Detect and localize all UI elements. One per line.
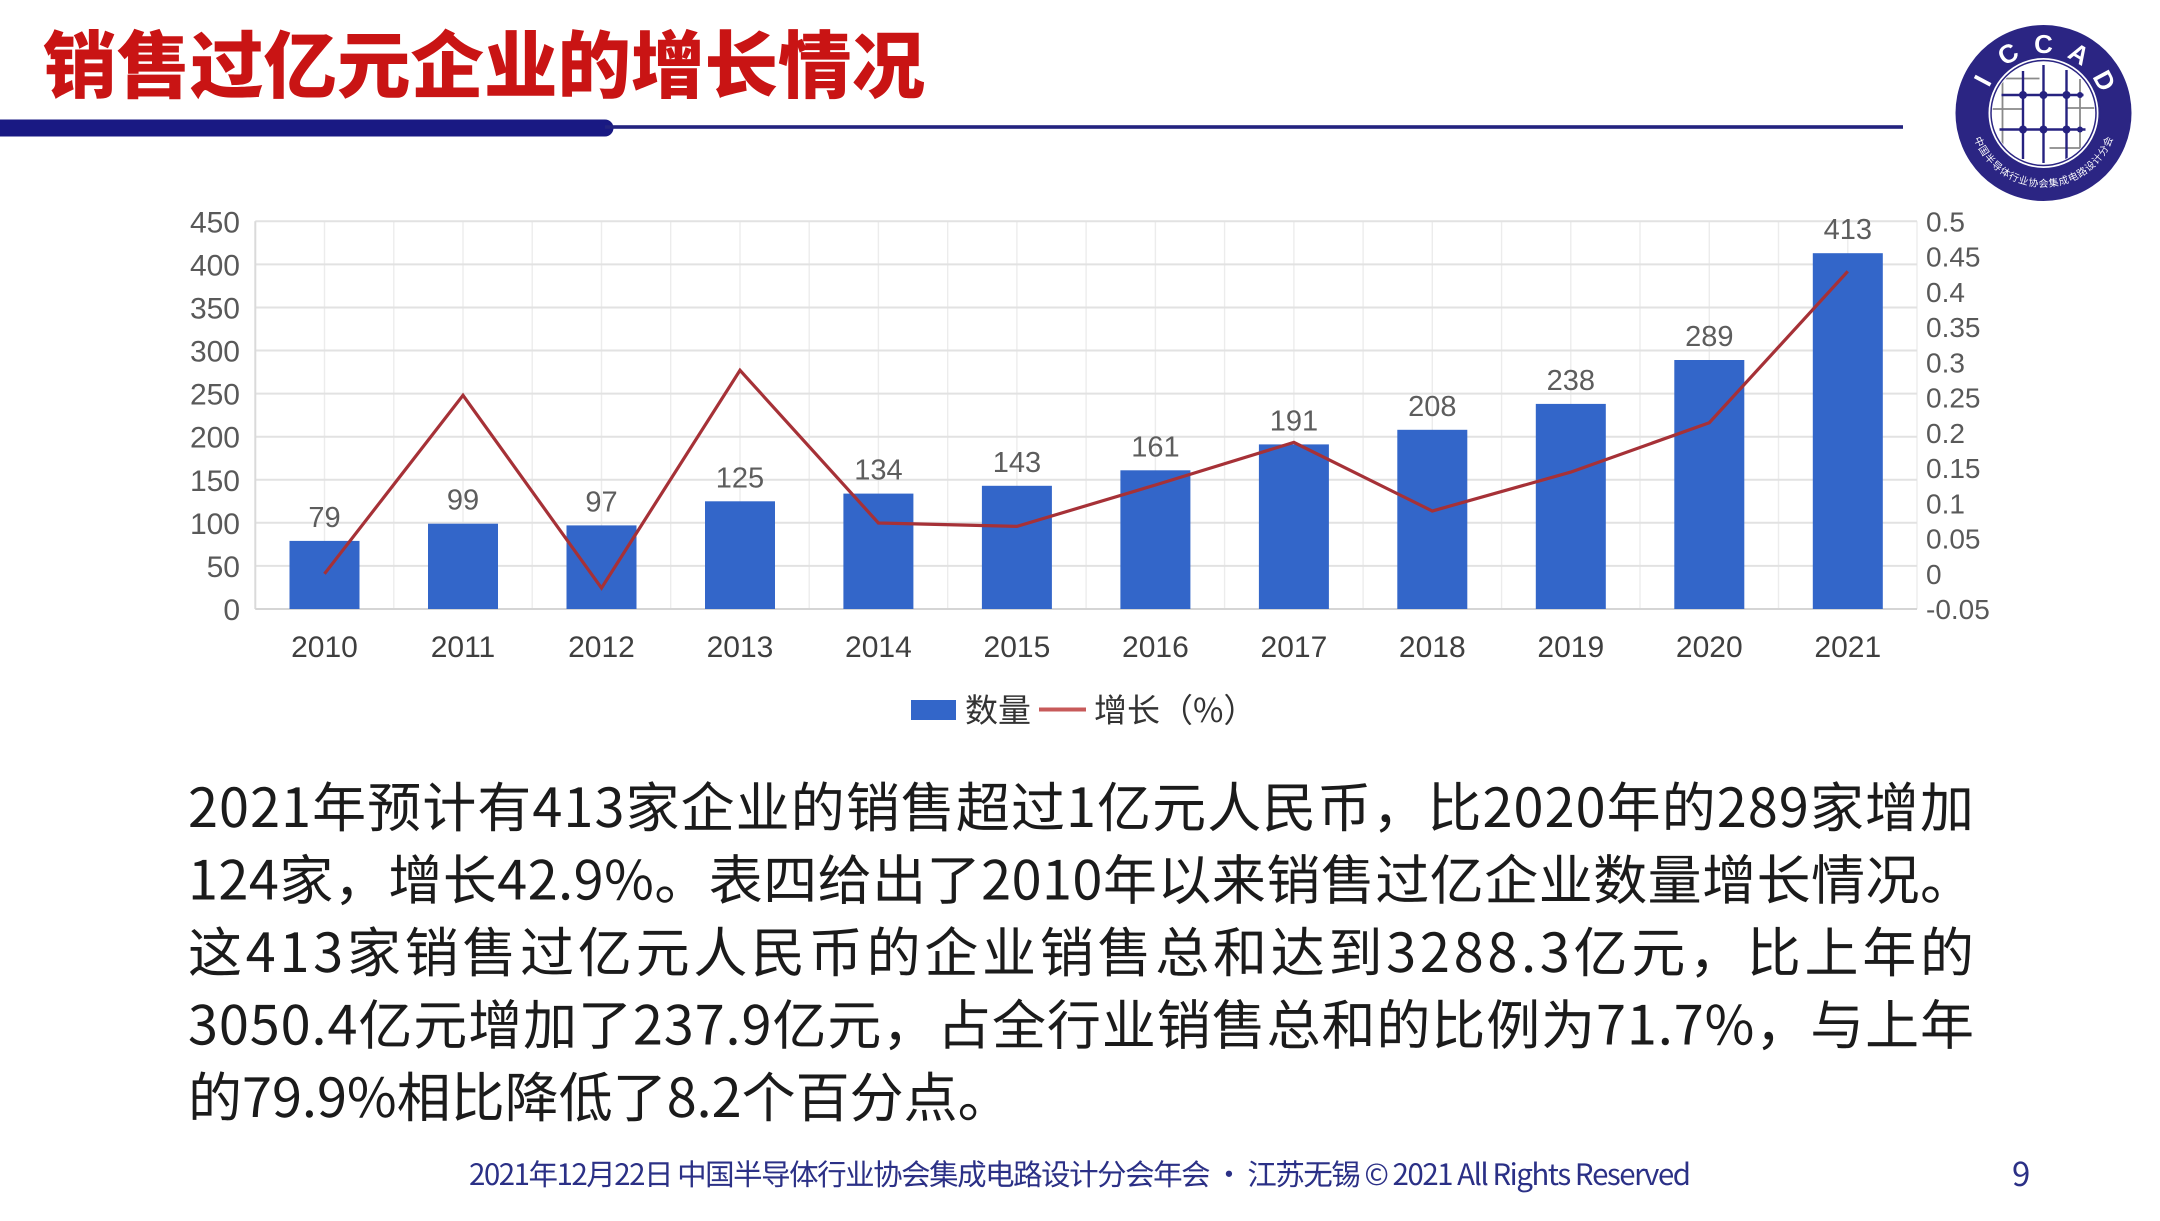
svg-text:150: 150 <box>190 465 240 498</box>
svg-text:2014: 2014 <box>845 631 912 664</box>
svg-text:2019: 2019 <box>1537 631 1604 664</box>
svg-text:191: 191 <box>1270 405 1318 437</box>
svg-text:400: 400 <box>190 249 240 282</box>
svg-text:125: 125 <box>716 462 764 494</box>
svg-text:79: 79 <box>308 502 340 534</box>
svg-text:450: 450 <box>190 206 240 239</box>
svg-text:161: 161 <box>1131 431 1179 463</box>
svg-text:2010: 2010 <box>291 631 358 664</box>
svg-text:250: 250 <box>190 379 240 412</box>
svg-text:143: 143 <box>993 447 1041 479</box>
svg-text:0.25: 0.25 <box>1926 383 1981 414</box>
svg-text:97: 97 <box>585 486 617 518</box>
svg-text:2016: 2016 <box>1122 631 1189 664</box>
svg-text:0.05: 0.05 <box>1926 524 1981 555</box>
svg-text:0: 0 <box>1926 559 1942 590</box>
svg-text:0: 0 <box>223 594 240 627</box>
svg-text:99: 99 <box>447 485 479 517</box>
svg-text:300: 300 <box>190 336 240 369</box>
svg-text:2020: 2020 <box>1676 631 1743 664</box>
svg-text:50: 50 <box>207 551 240 584</box>
svg-text:2013: 2013 <box>707 631 774 664</box>
svg-text:2018: 2018 <box>1399 631 1466 664</box>
svg-text:2011: 2011 <box>431 631 496 664</box>
svg-text:200: 200 <box>190 422 240 455</box>
svg-text:0.45: 0.45 <box>1926 242 1981 273</box>
svg-text:413: 413 <box>1824 214 1872 246</box>
svg-text:2017: 2017 <box>1261 631 1328 664</box>
svg-text:0.1: 0.1 <box>1926 488 1965 519</box>
svg-text:208: 208 <box>1408 391 1456 423</box>
svg-text:0.3: 0.3 <box>1926 347 1965 378</box>
svg-text:0.4: 0.4 <box>1926 277 1965 308</box>
svg-text:0.35: 0.35 <box>1926 312 1981 343</box>
svg-text:134: 134 <box>854 455 902 487</box>
svg-text:0.15: 0.15 <box>1926 453 1981 484</box>
svg-text:2015: 2015 <box>984 631 1051 664</box>
svg-text:238: 238 <box>1547 365 1595 397</box>
svg-text:350: 350 <box>190 293 240 326</box>
svg-text:0.2: 0.2 <box>1926 418 1965 449</box>
svg-text:100: 100 <box>190 508 240 541</box>
svg-text:0.5: 0.5 <box>1926 206 1965 237</box>
svg-text:-0.05: -0.05 <box>1926 594 1990 625</box>
svg-text:2012: 2012 <box>568 631 635 664</box>
svg-text:2021: 2021 <box>1814 631 1881 664</box>
svg-text:289: 289 <box>1685 321 1733 353</box>
